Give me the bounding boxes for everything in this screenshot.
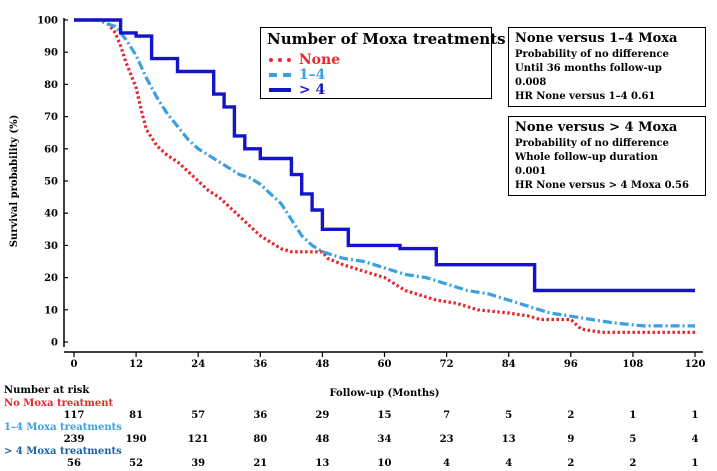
risk-count: 4	[443, 458, 451, 469]
annotation-line: Probability of no difference	[515, 138, 669, 149]
risk-count: 13	[315, 458, 330, 469]
y-tick-label: 100	[37, 16, 58, 27]
risk-count: 117	[63, 410, 85, 421]
risk-count: 52	[129, 458, 144, 469]
risk-count: 23	[439, 434, 454, 445]
y-tick-label: 50	[44, 177, 58, 188]
risk-count: 10	[377, 458, 392, 469]
y-tick-label: 20	[44, 273, 58, 284]
risk-count: 2	[567, 410, 575, 421]
risk-row-label: No Moxa treatment	[4, 398, 114, 409]
y-tick-label: 0	[51, 338, 58, 349]
y-tick-label: 80	[44, 80, 58, 91]
annotation-title: None versus 1–4 Moxa	[515, 31, 678, 46]
risk-count: 4	[691, 434, 699, 445]
annotation-p-value: 0.001	[515, 166, 547, 177]
legend-swatch-1-4	[269, 73, 291, 77]
risk-row-label: 1–4 Moxa treatments	[4, 422, 122, 433]
risk-count: 2	[629, 458, 637, 469]
legend-swatch-none	[269, 58, 291, 62]
annotation-none-vs-gt4: None versus > 4 Moxa Probability of no d…	[508, 116, 706, 196]
legend-label-gt4: > 4	[298, 82, 326, 98]
annotation-hazard-ratio: HR None versus > 4 Moxa 0.56	[515, 180, 689, 191]
risk-count: 21	[253, 458, 268, 469]
annotation-line: Probability of no difference	[515, 49, 669, 60]
legend-item-none: None	[269, 52, 340, 70]
risk-count: 1	[629, 410, 637, 421]
risk-count: 39	[191, 458, 206, 469]
risk-count: 1	[691, 410, 699, 421]
risk-count: 81	[129, 410, 144, 421]
legend-item-1-4: 1–4	[269, 67, 325, 85]
annotation-p-value: 0.008	[515, 77, 547, 88]
x-tick-label: 108	[622, 359, 643, 370]
legend: Number of Moxa treatments None 1–4 > 4	[260, 27, 506, 100]
y-tick-label: 70	[44, 112, 58, 123]
x-tick-label: 12	[129, 359, 143, 370]
risk-count: 48	[315, 434, 330, 445]
risk-count: 4	[505, 458, 513, 469]
y-tick-label: 60	[44, 144, 58, 155]
annotation-none-vs-1-4: None versus 1–4 Moxa Probability of no d…	[508, 27, 706, 107]
legend-item-gt4: > 4	[269, 82, 325, 100]
x-axis-title: Follow-up (Months)	[330, 388, 440, 399]
risk-count: 1	[691, 458, 699, 469]
x-tick-label: 36	[253, 359, 267, 370]
x-tick-label: 72	[440, 359, 454, 370]
risk-count: 56	[67, 458, 81, 469]
x-tick-label: 96	[564, 359, 578, 370]
risk-count: 15	[377, 410, 392, 421]
x-tick-label: 120	[685, 359, 706, 370]
risk-count: 5	[629, 434, 637, 445]
risk-count: 9	[567, 434, 575, 445]
risk-count: 239	[63, 434, 85, 445]
risk-count: 121	[187, 434, 209, 445]
annotation-line: Whole follow-up duration	[515, 152, 658, 163]
risk-count: 36	[253, 410, 268, 421]
y-tick-label: 90	[44, 48, 58, 59]
y-tick-label: 10	[44, 305, 58, 316]
series-line-none	[74, 18, 695, 334]
annotation-line: Until 36 months follow-up	[515, 63, 662, 74]
risk-row-label: > 4 Moxa treatments	[4, 446, 122, 457]
x-tick-label: 0	[71, 359, 78, 370]
risk-count: 29	[315, 410, 330, 421]
x-tick-label: 48	[315, 359, 329, 370]
risk-table-title: Number at risk	[4, 385, 90, 396]
y-axis-title: Survival probability (%)	[9, 115, 20, 248]
risk-count: 190	[125, 434, 147, 445]
legend-label-none: None	[298, 52, 341, 68]
x-tick-label: 24	[191, 359, 205, 370]
annotation-title: None versus > 4 Moxa	[515, 120, 678, 135]
risk-count: 5	[505, 410, 513, 421]
legend-label-1-4: 1–4	[298, 67, 326, 83]
legend-swatch-gt4	[269, 88, 291, 92]
risk-count: 80	[253, 434, 268, 445]
legend-title: Number of Moxa treatments	[267, 30, 506, 48]
risk-count: 34	[377, 434, 392, 445]
y-tick-label: 40	[44, 209, 58, 220]
x-tick-label: 84	[502, 359, 516, 370]
annotation-hazard-ratio: HR None versus 1–4 0.61	[515, 91, 656, 102]
risk-count: 7	[443, 410, 451, 421]
y-tick-label: 30	[44, 241, 58, 252]
risk-count: 13	[501, 434, 516, 445]
risk-count: 2	[567, 458, 575, 469]
series-line-1-4	[74, 18, 695, 328]
risk-count: 57	[191, 410, 206, 421]
x-tick-label: 60	[378, 359, 392, 370]
series-line-gt4	[74, 18, 695, 293]
